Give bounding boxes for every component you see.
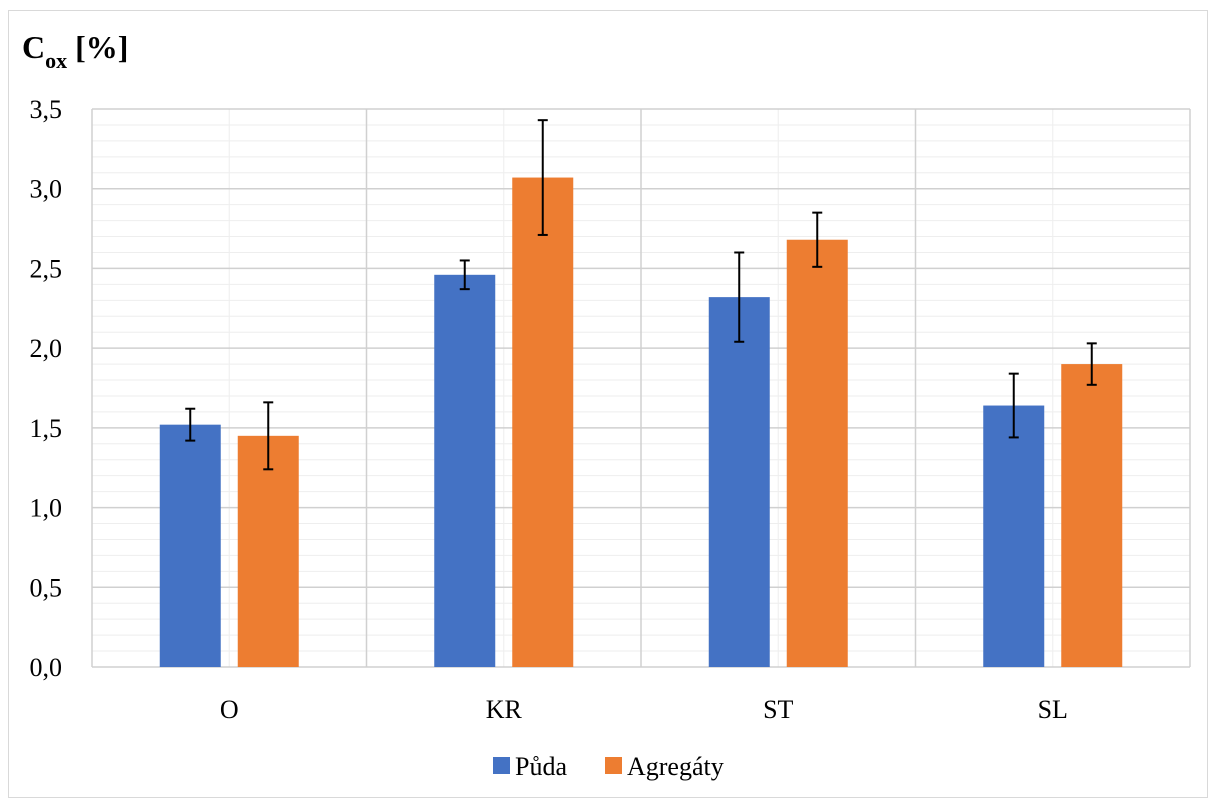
- x-tick-label: SL: [1038, 695, 1068, 724]
- legend-label-agregaty: Agregáty: [627, 752, 724, 781]
- bar-agregáty-kr: [512, 177, 574, 667]
- y-tick-label: 2,0: [30, 334, 63, 363]
- legend-swatch-puda: [493, 757, 510, 774]
- bar-agregáty-sl: [1061, 364, 1123, 667]
- bar-agregáty-o: [237, 435, 299, 667]
- chart-title-unit: [%]: [67, 29, 128, 65]
- y-tick-label: 1,0: [30, 494, 63, 523]
- bars-layer: [159, 177, 1123, 667]
- y-tick-label: 0,0: [30, 653, 63, 682]
- bar-půda-o: [159, 424, 221, 667]
- y-tick-label: 0,5: [30, 573, 63, 602]
- legend: Půda Agregáty: [493, 752, 724, 781]
- y-tick-label: 3,5: [30, 95, 63, 124]
- bar-půda-st: [708, 297, 770, 667]
- bar-agregáty-st: [786, 239, 848, 667]
- axis-layer: 0,0 0,5 1,0 1,5 2,0 2,5 3,0 3,5 O KR ST SL: [30, 95, 1068, 724]
- y-tick-label: 2,5: [30, 254, 63, 283]
- legend-swatch-agregaty: [605, 757, 622, 774]
- x-tick-label: O: [220, 695, 239, 724]
- chart-title: Cox [%]: [22, 29, 128, 73]
- bar-půda-kr: [434, 274, 496, 667]
- chart-title-main: C: [22, 29, 45, 65]
- bar-půda-sl: [983, 405, 1045, 667]
- chart-title-subscript: ox: [45, 48, 67, 73]
- x-tick-label: KR: [486, 695, 523, 724]
- y-tick-label: 3,0: [30, 175, 63, 204]
- y-tick-label: 1,5: [30, 414, 63, 443]
- chart-frame: [8, 10, 1208, 798]
- x-tick-label: ST: [763, 695, 793, 724]
- legend-label-puda: Půda: [515, 752, 567, 781]
- error-bars-layer: [185, 119, 1097, 471]
